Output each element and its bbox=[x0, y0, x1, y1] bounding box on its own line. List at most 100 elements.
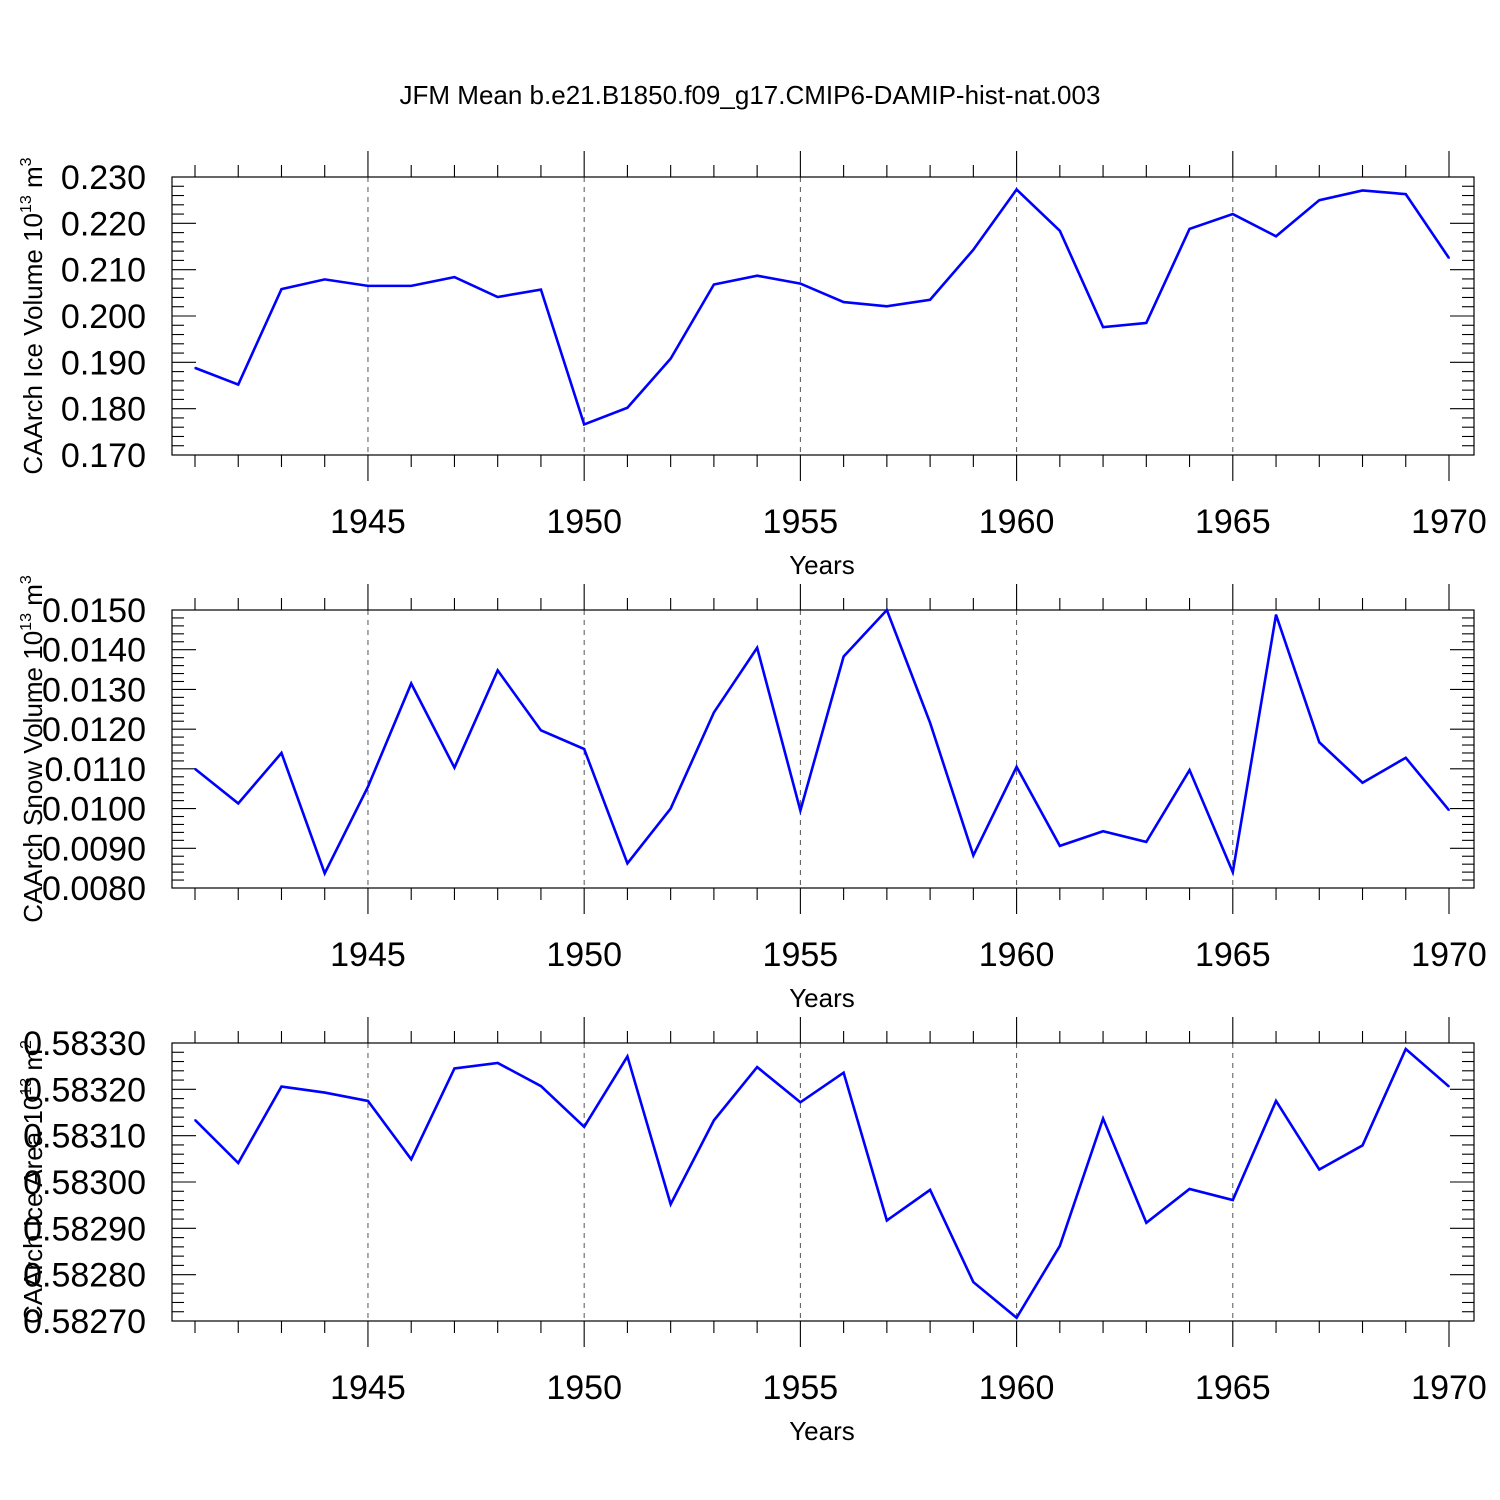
data-point bbox=[929, 721, 931, 724]
y-tick-label: 0.58320 bbox=[23, 1071, 146, 1109]
data-point bbox=[237, 802, 240, 805]
data-point bbox=[929, 1189, 931, 1191]
data-point bbox=[756, 646, 758, 649]
data-point bbox=[886, 609, 888, 611]
y-axis-title: CAArch Ice Volume 1013 m3 bbox=[18, 157, 48, 474]
data-point bbox=[323, 872, 326, 875]
data-point bbox=[1404, 193, 1407, 195]
x-tick-label: 1970 bbox=[1411, 936, 1487, 974]
y-axis-title-superscript: 13 bbox=[18, 1078, 35, 1096]
data-point bbox=[367, 285, 369, 287]
data-point bbox=[280, 1085, 283, 1088]
y-tick-label: 0.0110 bbox=[45, 751, 146, 789]
y-tick-label: 0.0080 bbox=[42, 870, 146, 908]
y-tick-label: 0.0100 bbox=[42, 791, 146, 829]
data-point bbox=[1188, 769, 1191, 771]
data-point bbox=[1448, 1085, 1450, 1088]
data-point bbox=[1231, 1199, 1234, 1201]
data-point bbox=[1318, 1168, 1321, 1171]
data-point bbox=[1102, 326, 1104, 328]
x-axis-title: Years bbox=[789, 983, 855, 1013]
x-tick-label: 1955 bbox=[763, 1369, 839, 1407]
data-point bbox=[367, 1100, 369, 1102]
data-point bbox=[1361, 781, 1364, 784]
data-point bbox=[1318, 199, 1321, 201]
data-point bbox=[799, 809, 802, 812]
data-point bbox=[410, 285, 413, 287]
y-axis-title-part: m bbox=[18, 584, 48, 613]
panel-2: 0.00800.00900.01000.01100.01200.01300.01… bbox=[18, 575, 1487, 1013]
y-tick-label: 0.210 bbox=[61, 252, 146, 290]
data-point bbox=[410, 1158, 413, 1161]
data-point bbox=[1275, 1100, 1277, 1102]
data-point bbox=[1231, 871, 1234, 873]
y-axis-title-superscript: 2 bbox=[18, 1040, 35, 1049]
x-tick-label: 1945 bbox=[330, 503, 406, 541]
x-tick-label: 1970 bbox=[1411, 1369, 1487, 1407]
y-tick-label: 0.0090 bbox=[42, 830, 146, 868]
data-point bbox=[1275, 613, 1277, 616]
data-point bbox=[1145, 841, 1148, 843]
data-point bbox=[1188, 1188, 1191, 1190]
y-tick-label: 0.0120 bbox=[42, 711, 146, 749]
x-tick-label: 1960 bbox=[979, 503, 1055, 541]
data-point bbox=[1361, 189, 1364, 192]
data-point bbox=[713, 1119, 715, 1122]
data-point bbox=[194, 367, 196, 369]
plot-frame bbox=[171, 609, 1475, 889]
x-tick-label: 1960 bbox=[979, 1369, 1055, 1407]
data-point bbox=[280, 288, 283, 290]
data-point bbox=[799, 1101, 802, 1104]
data-point bbox=[1059, 845, 1061, 847]
data-point bbox=[756, 1066, 758, 1068]
plot-frame bbox=[171, 1042, 1475, 1322]
y-axis-title-part: m bbox=[18, 166, 48, 195]
y-axis-title-superscript: 3 bbox=[18, 575, 35, 584]
y-tick-label: 0.190 bbox=[61, 344, 146, 382]
series-line bbox=[194, 607, 1451, 877]
data-point bbox=[496, 1062, 499, 1064]
data-point bbox=[323, 1091, 326, 1094]
data-point bbox=[453, 276, 456, 278]
data-point bbox=[756, 274, 758, 277]
data-point bbox=[280, 752, 283, 754]
data-point bbox=[626, 406, 629, 409]
y-tick-label: 0.0140 bbox=[42, 632, 146, 670]
data-point bbox=[237, 1162, 240, 1164]
panel-3: 0.58270 0.58280 0.58290 0.58300 0.58310 0.583… bbox=[18, 1017, 1487, 1446]
x-axis-title: Years bbox=[789, 1416, 855, 1446]
series-line bbox=[194, 187, 1451, 427]
y-axis-title-superscript: 3 bbox=[18, 157, 35, 166]
data-point bbox=[626, 862, 629, 865]
data-point bbox=[972, 248, 975, 251]
x-tick-label: 1970 bbox=[1411, 503, 1487, 541]
y-tick-label: 0.58300 bbox=[23, 1164, 146, 1202]
x-tick-label: 1950 bbox=[546, 936, 622, 974]
data-point bbox=[669, 807, 672, 810]
data-point bbox=[453, 1067, 456, 1070]
data-point bbox=[1059, 229, 1061, 232]
data-point bbox=[1015, 188, 1018, 191]
y-axis-title: CAArch Ice Area 1013 m2 bbox=[18, 1040, 48, 1324]
x-axis-title: Years bbox=[789, 550, 855, 580]
panel-1: 0.170 0.180 0.190 0.200 0.210 0.220 0.230 1945 1… bbox=[18, 151, 1487, 580]
y-tick-label: 0.0130 bbox=[42, 671, 146, 709]
y-axis-title-part: CAArch Ice Area 10 bbox=[18, 1096, 48, 1324]
y-tick-label: 0.58330 bbox=[23, 1025, 146, 1063]
data-point bbox=[1404, 1048, 1407, 1050]
data-point bbox=[1318, 741, 1321, 744]
data-point bbox=[1145, 322, 1148, 324]
y-tick-label: 0.230 bbox=[61, 159, 146, 197]
x-tick-label: 1960 bbox=[979, 936, 1055, 974]
y-axis-title: CAArch Snow Volume 1013 m3 bbox=[18, 575, 48, 923]
x-tick-label: 1945 bbox=[330, 936, 406, 974]
data-point bbox=[367, 785, 369, 788]
data-point bbox=[1448, 809, 1450, 811]
data-point bbox=[842, 301, 845, 303]
data-point bbox=[626, 1055, 629, 1058]
data-point bbox=[1448, 257, 1450, 259]
data-point bbox=[886, 1219, 888, 1222]
data-point bbox=[237, 383, 240, 386]
x-tick-label: 1965 bbox=[1195, 1369, 1271, 1407]
